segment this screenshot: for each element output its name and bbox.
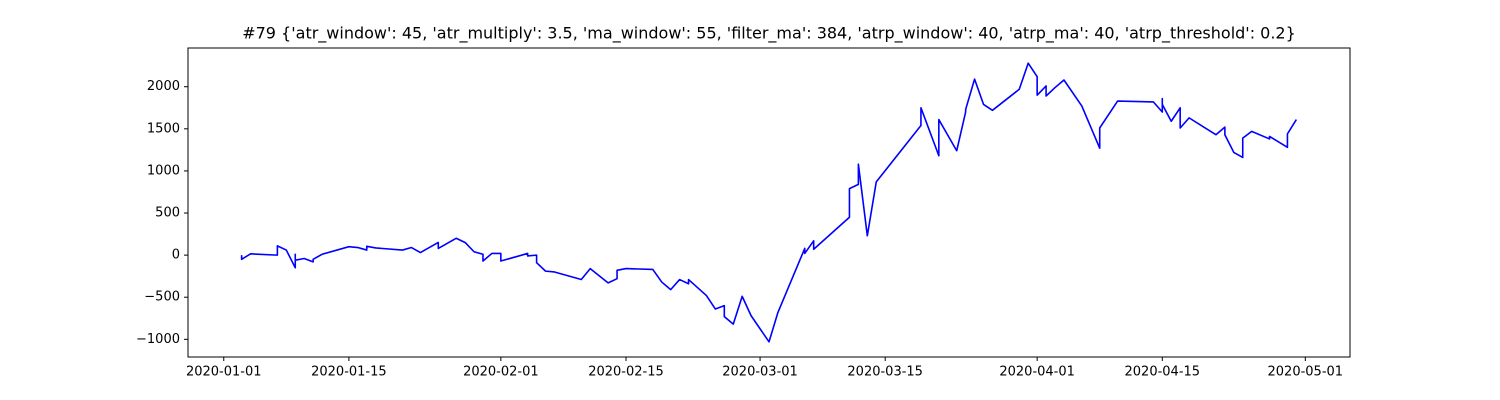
y-tick-label: 500: [155, 206, 180, 221]
y-tick-label: 1000: [147, 163, 180, 178]
x-tick-label: 2020-03-15: [847, 365, 923, 380]
series-line: [240, 62, 1298, 343]
x-tick-label: 2020-04-15: [1125, 365, 1201, 380]
x-tick-label: 2020-01-15: [311, 365, 387, 380]
y-tick-label: 2000: [147, 79, 180, 94]
x-tick-label: 2020-04-01: [999, 365, 1075, 380]
x-tick-label: 2020-01-01: [186, 365, 262, 380]
y-tick-label: 1500: [147, 121, 180, 136]
y-tick-label: −500: [144, 290, 180, 305]
y-tick-label: −1000: [136, 332, 180, 347]
y-tick-label: 0: [172, 248, 180, 263]
axes-frame: [187, 47, 1351, 358]
chart-title: #79 {'atr_window': 45, 'atr_multiply': 3…: [242, 24, 1296, 44]
x-tick-label: 2020-03-01: [722, 365, 798, 380]
x-tick-label: 2020-02-01: [463, 365, 539, 380]
x-tick-label: 2020-05-01: [1268, 365, 1344, 380]
x-tick-label: 2020-02-15: [588, 365, 664, 380]
